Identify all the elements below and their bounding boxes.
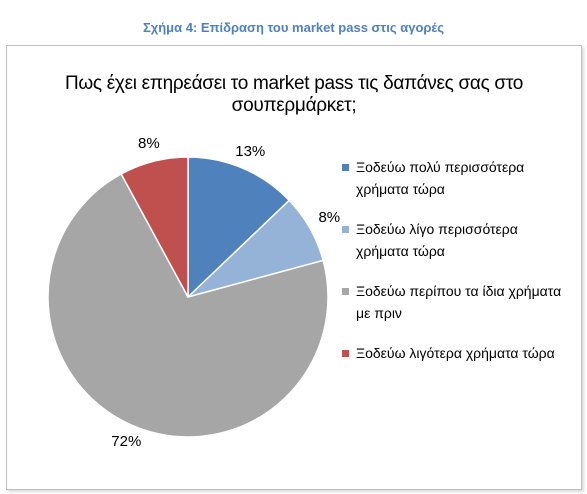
- chart-legend: Ξοδεύω πολύ περισσότερα χρήματα τώρα Ξοδε…: [342, 156, 572, 382]
- slice-label-4: 8%: [138, 135, 160, 153]
- legend-label: Ξοδεύω περίπου τα ίδια χρήματα με πριν: [356, 283, 562, 321]
- legend-item-2: Ξοδεύω λίγο περισσότερα χρήματα τώρα: [342, 218, 572, 262]
- pie-slice-1: [187, 156, 291, 299]
- legend-swatch: [342, 226, 349, 233]
- pie-slice-4: [120, 156, 189, 298]
- legend-item-4: Ξοδεύω λιγότερα χρήματα τώρα: [342, 342, 572, 364]
- slice-label-3: 72%: [111, 432, 142, 450]
- legend-label: Ξοδεύω λιγότερα χρήματα τώρα: [356, 345, 555, 361]
- legend-item-3: Ξοδεύω περίπου τα ίδια χρήματα με πριν: [342, 280, 572, 324]
- chart-title: Πως έχει επηρεάσει το market pass τις δα…: [64, 73, 524, 116]
- figure-caption: Σχήμα 4: Επίδραση του market pass στις α…: [142, 20, 445, 35]
- legend-swatch: [342, 350, 349, 357]
- pie-slice-3: [47, 172, 329, 438]
- legend-label: Ξοδεύω πολύ περισσότερα χρήματα τώρα: [356, 159, 525, 197]
- slice-label-2: 8%: [318, 208, 341, 226]
- legend-item-1: Ξοδεύω πολύ περισσότερα χρήματα τώρα: [342, 156, 572, 200]
- legend-label: Ξοδεύω λίγο περισσότερα χρήματα τώρα: [356, 221, 518, 259]
- pie-chart: [47, 156, 329, 438]
- legend-swatch: [342, 164, 349, 171]
- slice-label-1: 13%: [235, 143, 266, 161]
- legend-swatch: [342, 288, 349, 295]
- chart-frame: Πως έχει επηρεάσει το market pass τις δα…: [6, 45, 582, 490]
